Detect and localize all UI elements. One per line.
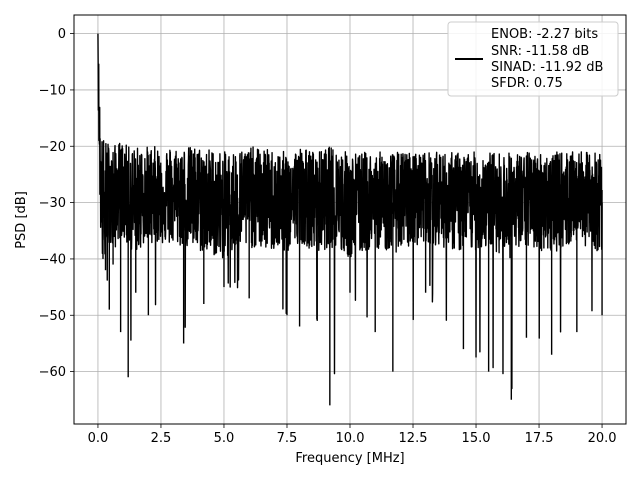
x-axis-ticks: 0.0 2.5 5.0 7.5 10.0 12.5 15.0 17.5 20.0: [88, 424, 617, 446]
psd-series: [97, 33, 603, 406]
legend-entry-sinad: SINAD: -11.92 dB: [491, 60, 603, 75]
x-tick-label: 12.5: [399, 431, 428, 446]
legend-box: [447, 21, 619, 97]
y-tick-label: −20: [39, 140, 66, 155]
x-axis-label: Frequency [MHz]: [295, 451, 404, 466]
y-tick-label: −30: [39, 196, 66, 211]
y-axis-ticks: 0 −10 −20 −30 −40 −50 −60: [39, 27, 74, 380]
x-tick-label: 17.5: [525, 431, 554, 446]
legend-entry-sfdr: SFDR: 0.75: [491, 76, 563, 91]
y-tick-label: 0: [58, 27, 66, 42]
y-tick-label: −10: [39, 83, 66, 98]
y-tick-label: −40: [39, 252, 66, 267]
x-tick-label: 5.0: [214, 431, 235, 446]
y-tick-label: −50: [39, 309, 66, 324]
x-tick-label: 10.0: [336, 431, 365, 446]
x-tick-label: 15.0: [462, 431, 491, 446]
legend-entry-enob: ENOB: -2.27 bits: [491, 27, 598, 42]
legend: ENOB: -2.27 bits SNR: -11.58 dB SINAD: -…: [447, 21, 619, 97]
y-axis-label: PSD [dB]: [14, 191, 29, 249]
x-tick-label: 0.0: [88, 431, 109, 446]
x-tick-label: 7.5: [277, 431, 298, 446]
x-tick-label: 2.5: [151, 431, 172, 446]
legend-entry-snr: SNR: -11.58 dB: [491, 44, 589, 59]
y-tick-label: −60: [39, 365, 66, 380]
x-tick-label: 20.0: [588, 431, 617, 446]
